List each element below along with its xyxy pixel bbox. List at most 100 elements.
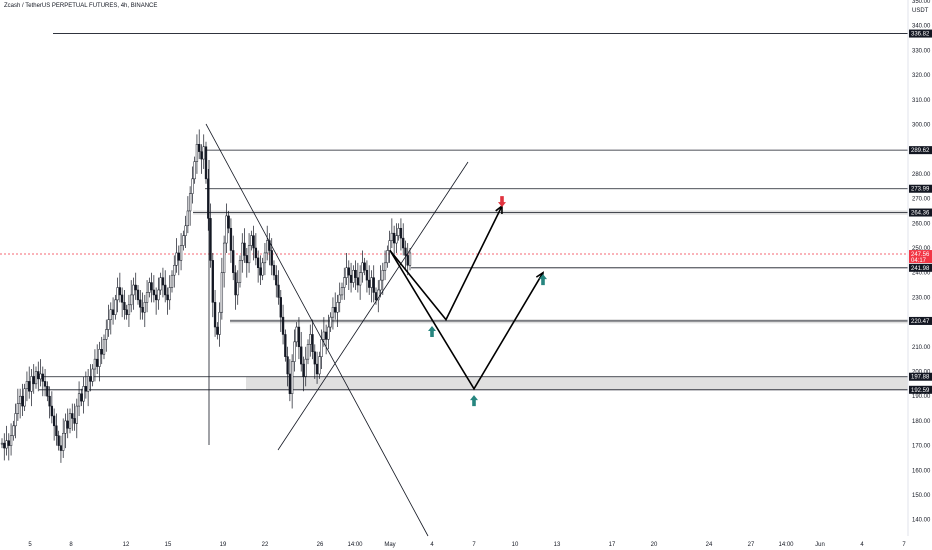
candle	[96, 344, 99, 374]
candle	[68, 408, 72, 434]
candle	[266, 225, 269, 261]
candle-body	[279, 297, 282, 318]
candle	[272, 260, 276, 281]
candle	[234, 265, 237, 310]
price-tick-label: 330.00	[912, 48, 931, 54]
candle	[86, 369, 90, 407]
candle-body	[134, 284, 137, 291]
candle-body	[96, 358, 99, 367]
candle	[270, 238, 273, 276]
candle-body	[218, 311, 221, 335]
price-tick-label: 190.00	[912, 394, 931, 400]
time-tick-label: 4	[430, 542, 434, 548]
candle-body	[80, 393, 83, 402]
candle-body	[14, 413, 17, 427]
candle-body	[345, 267, 348, 278]
candle	[402, 223, 405, 256]
candle	[28, 366, 31, 399]
candle	[89, 364, 92, 392]
candle	[37, 361, 40, 392]
candle	[5, 425, 8, 456]
candle	[408, 248, 412, 271]
candle	[302, 356, 305, 392]
candle-body	[188, 193, 192, 212]
candle	[238, 255, 242, 288]
time-tick-label: 26	[317, 542, 324, 548]
time-tick-label: 5	[28, 542, 32, 548]
candle-body	[168, 287, 171, 301]
candle	[277, 270, 280, 305]
candle-body	[23, 388, 26, 407]
candle-body	[195, 144, 199, 162]
price-tag-bg	[909, 372, 932, 381]
candle-body	[120, 294, 124, 303]
projection-path[interactable]	[389, 250, 544, 391]
candle-body	[293, 341, 296, 362]
candle-body	[336, 302, 339, 313]
candle-body	[313, 351, 316, 365]
candle-body	[254, 247, 258, 259]
price-tag: 241.98	[909, 263, 932, 272]
candle	[30, 369, 33, 407]
price-tag-label: 241.98	[911, 266, 930, 272]
candle	[336, 294, 339, 328]
trendline[interactable]	[277, 161, 469, 451]
zone-band	[246, 376, 908, 390]
candle	[191, 166, 194, 204]
candle	[125, 304, 128, 320]
candle	[243, 228, 246, 263]
candle	[98, 341, 101, 382]
trendlines[interactable]	[205, 123, 469, 537]
price-tag-label: 289.62	[911, 148, 930, 154]
candle-body	[173, 265, 176, 276]
candle-body	[331, 307, 335, 318]
candle-body	[222, 242, 226, 273]
price-tag: 220.47	[909, 316, 932, 325]
candle-body	[68, 413, 72, 429]
trendline[interactable]	[205, 123, 429, 537]
candle	[284, 329, 287, 362]
candle-body	[84, 386, 88, 392]
candle-body	[404, 247, 407, 256]
price-tags: 336.82 289.62 273.99 264.36 241.98 220.47 197.…	[909, 29, 932, 394]
candle	[295, 322, 298, 347]
candle-body	[93, 358, 97, 370]
candle-body	[107, 319, 110, 330]
horizontal-levels[interactable]	[0, 33, 908, 391]
candle	[170, 270, 174, 293]
candle-body	[152, 289, 156, 296]
candle-body	[145, 292, 149, 303]
candle-body	[62, 433, 65, 451]
candle-body	[338, 294, 341, 303]
candle	[188, 186, 192, 226]
candle	[127, 294, 131, 328]
projection-path[interactable]	[389, 205, 503, 322]
candle	[120, 287, 124, 318]
price-tick-label: 230.00	[912, 295, 931, 301]
candle	[66, 408, 69, 439]
candle-body	[309, 334, 312, 345]
candle-body	[324, 331, 328, 340]
candle	[259, 255, 262, 286]
time-tick-label: 12	[123, 542, 130, 548]
price-tag-bg	[909, 316, 932, 325]
candle-body	[247, 245, 251, 264]
price-tag-countdown: 04:17	[911, 258, 927, 264]
candle-body	[347, 267, 350, 276]
candle	[395, 223, 398, 253]
candle-body	[28, 381, 31, 392]
candle	[329, 312, 332, 332]
candle-body	[211, 260, 214, 303]
candle-body	[57, 435, 60, 446]
time-axis[interactable]: 5 8 12 15 19 22 26 14:00 May 4 7 10 13 17 20 24 27 14:00 J…	[28, 542, 906, 548]
candle	[227, 210, 230, 234]
candle-body	[30, 376, 33, 392]
projection-paths[interactable]	[389, 204, 544, 391]
candle-body	[89, 376, 92, 382]
candle-body	[229, 227, 233, 251]
candle-body	[50, 405, 54, 417]
candle	[381, 262, 384, 295]
candle	[62, 418, 65, 458]
price-tag-bg	[909, 29, 932, 38]
